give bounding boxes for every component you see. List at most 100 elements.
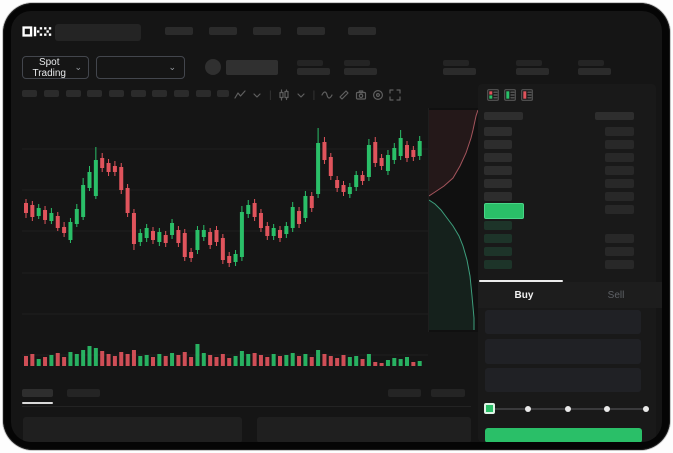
candle	[341, 185, 346, 192]
volume-bar	[195, 344, 200, 366]
volume-bar	[290, 353, 295, 366]
price-input[interactable]	[485, 310, 641, 334]
pair-select[interactable]: ⌄	[96, 56, 185, 79]
bid-row-price[interactable]	[484, 260, 512, 269]
nav-item-1[interactable]	[165, 27, 193, 35]
volume-bar	[163, 356, 168, 366]
volume-bar	[87, 346, 92, 366]
candle	[220, 238, 225, 260]
volume-bar	[36, 359, 41, 366]
candle-style-icon[interactable]	[277, 89, 291, 102]
bottom-control-2[interactable]	[431, 389, 465, 397]
ask-row-price[interactable]	[484, 192, 512, 201]
bid-row-price[interactable]	[484, 234, 512, 243]
fullscreen-expand-icon[interactable]	[388, 89, 402, 102]
ask-row-price[interactable]	[484, 166, 512, 175]
volume-bar	[112, 356, 117, 366]
chevron-down-icon[interactable]	[250, 89, 264, 102]
okx-logo[interactable]	[22, 25, 52, 38]
volume-bar	[335, 358, 340, 366]
active-tab-indicator	[479, 280, 563, 282]
nav-item-3[interactable]	[253, 27, 281, 35]
volume-bar	[208, 355, 213, 366]
candle	[246, 205, 251, 214]
volume-bar	[309, 357, 314, 366]
orderbook-combined-icon[interactable]	[486, 88, 500, 101]
orderbook-header-amount	[595, 112, 634, 120]
slider-handle[interactable]	[484, 403, 495, 414]
ask-row-price[interactable]	[484, 153, 512, 162]
candle	[144, 228, 149, 238]
volume-bar	[227, 358, 232, 366]
depth-bids-area	[429, 200, 474, 330]
bottom-control-1[interactable]	[388, 389, 421, 397]
line-overlay-icon[interactable]	[320, 89, 334, 102]
tab-buy[interactable]: Buy	[514, 289, 534, 301]
volume-bar	[373, 362, 378, 366]
timeframe-4[interactable]	[87, 90, 102, 97]
candle	[309, 196, 314, 208]
search-input[interactable]	[55, 24, 141, 41]
bid-row-price[interactable]	[484, 247, 512, 256]
measure-ruler-icon[interactable]	[337, 89, 351, 102]
volume-bar	[284, 355, 289, 366]
depth-chart-panel	[428, 108, 480, 332]
market-mode-button[interactable]: Spot Trading ⌄	[22, 56, 89, 79]
chevron-down-icon[interactable]	[294, 89, 308, 102]
timeframe-3[interactable]	[66, 90, 81, 97]
amount-input[interactable]	[485, 339, 641, 364]
volume-bar	[125, 354, 130, 366]
timeframe-6[interactable]	[131, 90, 146, 97]
timeframe-9[interactable]	[196, 90, 211, 97]
timeframe-5[interactable]	[109, 90, 124, 97]
slider-stop-75[interactable]	[603, 406, 610, 412]
volume-bar	[322, 354, 327, 366]
timeframe-2[interactable]	[44, 90, 59, 97]
ask-row-price[interactable]	[484, 127, 512, 136]
nav-item-5[interactable]	[348, 27, 376, 35]
volume-bar	[176, 355, 181, 366]
tab-sell[interactable]: Sell	[607, 289, 625, 301]
nav-item-4[interactable]	[297, 27, 325, 35]
orderbook-asks-only-icon[interactable]	[520, 88, 534, 101]
volume-bar	[297, 356, 302, 366]
candle	[392, 148, 397, 160]
candle	[24, 203, 28, 213]
volume-bar	[278, 356, 282, 366]
chart-settings-icon[interactable]	[371, 89, 385, 102]
stat-3-label	[443, 60, 469, 66]
camera-snapshot-icon[interactable]	[354, 89, 368, 102]
volume-bar	[151, 357, 155, 366]
timeframe-10[interactable]	[217, 90, 229, 97]
timeframe-7[interactable]	[152, 90, 167, 97]
timeframe-8[interactable]	[174, 90, 189, 97]
volume-bar	[157, 354, 162, 366]
slider-stop-25[interactable]	[525, 406, 532, 412]
ask-row-price[interactable]	[484, 140, 512, 149]
ask-row-amount	[605, 179, 634, 188]
orderbook-bids-only-icon[interactable]	[503, 88, 517, 101]
ask-row-price[interactable]	[484, 179, 512, 188]
bid-row-price[interactable]	[484, 221, 512, 230]
volume-bar	[246, 354, 251, 366]
slider-stop-100[interactable]	[643, 406, 649, 412]
volume-bar	[55, 353, 60, 366]
candle	[354, 175, 359, 187]
depth-asks-line	[428, 109, 479, 197]
volume-bar	[93, 348, 98, 366]
nav-item-2[interactable]	[209, 27, 237, 35]
candlestick-chart[interactable]	[22, 106, 428, 368]
slider-stop-50[interactable]	[564, 406, 571, 412]
ask-row-amount	[605, 127, 634, 136]
bottom-tab-2[interactable]	[67, 389, 100, 397]
bottom-tab-active[interactable]	[22, 389, 53, 397]
last-price-button[interactable]	[484, 203, 524, 219]
candle	[49, 213, 54, 221]
total-input[interactable]	[485, 368, 641, 392]
depth-chart[interactable]	[428, 108, 479, 332]
timeframe-1[interactable]	[22, 90, 37, 97]
indicator-zigzag-icon[interactable]	[233, 89, 247, 102]
volume-bar	[74, 354, 79, 366]
buy-submit-button[interactable]	[485, 428, 642, 442]
toolbar-divider: |	[312, 89, 316, 101]
